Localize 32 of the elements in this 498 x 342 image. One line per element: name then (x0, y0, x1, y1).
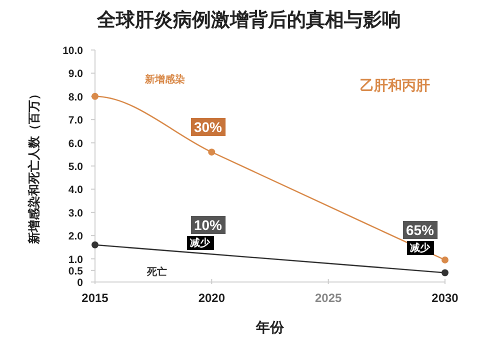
y-tick-label: 10.0 (62, 45, 84, 57)
series-label: 死亡 (146, 266, 167, 278)
annotation: 30% (194, 119, 223, 135)
point (208, 148, 216, 156)
x-tick-label: 2015 (82, 291, 109, 305)
y-tick-label: 4.0 (68, 184, 84, 196)
x-tick-label: 2025 (314, 291, 342, 305)
annotation: 10% (194, 217, 223, 233)
x-tick-label: 2030 (432, 291, 459, 305)
annotation: 乙肝和丙肝 (360, 77, 430, 93)
annotation: 65% (406, 222, 435, 238)
y-tick-label: 6.0 (68, 138, 84, 150)
y-tick-label: 5.0 (68, 161, 84, 173)
y-axis-title: 新增感染和死亡人数（百万） (27, 88, 41, 245)
y-tick-label: 7.0 (68, 114, 84, 127)
point (442, 269, 448, 276)
y-tick-label: 0.5 (68, 265, 84, 278)
y-tick-label: 8.0 (68, 91, 84, 104)
point (92, 92, 98, 100)
x-axis-title: 年份 (255, 319, 285, 335)
x-tick-label: 2020 (198, 291, 226, 305)
point (442, 256, 448, 264)
y-tick-label: 2.0 (68, 230, 84, 243)
y-tick-label: 3.0 (68, 207, 84, 220)
chart-title: 全球肝炎病例激增背后的真相与影响 (96, 9, 401, 31)
y-tick-label: 0 (77, 277, 84, 289)
annotation: 减少 (190, 237, 211, 249)
point (92, 241, 98, 248)
annotation: 减少 (410, 242, 431, 254)
y-tick-label: 9.0 (68, 68, 84, 80)
text: 新增感染 (144, 73, 185, 86)
y-tick-label: 1.0 (68, 254, 84, 266)
